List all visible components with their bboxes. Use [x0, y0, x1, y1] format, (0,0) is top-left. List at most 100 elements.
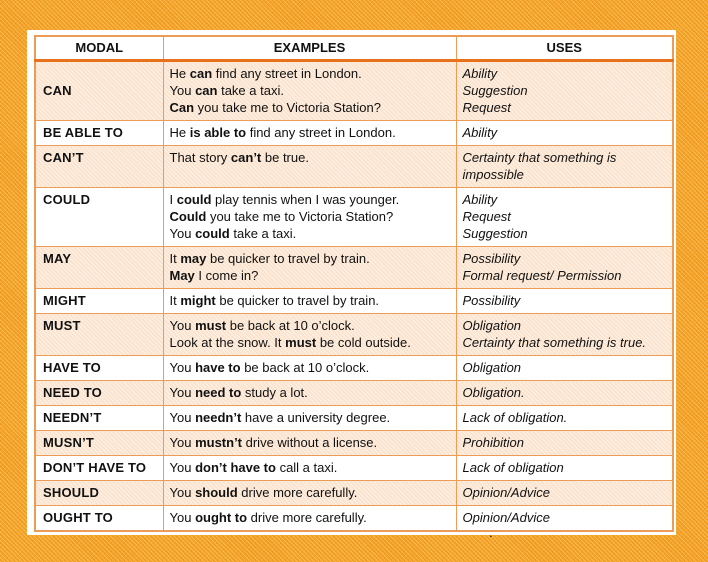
- modal-cell: MAY: [34, 246, 164, 289]
- example-line: You don’t have to call a taxi.: [169, 460, 338, 475]
- table-row: BE ABLE TO He is able to find any street …: [34, 120, 674, 146]
- modal-cell: HAVE TO: [34, 355, 164, 381]
- modal-cell: NEEDN’T: [34, 405, 164, 431]
- use-line: Suggestion: [462, 83, 528, 98]
- uses-cell: Lack of obligation.: [455, 405, 674, 431]
- use-line: Request: [462, 100, 511, 115]
- use-line: Lack of obligation: [462, 460, 564, 475]
- use-line: Ability: [462, 125, 498, 140]
- use-line: Ability: [462, 66, 498, 81]
- modal-cell: NEED TO: [34, 380, 164, 406]
- example-line: You ought to drive more carefully.: [169, 510, 367, 525]
- use-line: Ability: [462, 192, 498, 207]
- table-row: SHOULD You should drive more carefully. Op…: [34, 480, 674, 506]
- examples-cell: You need to study a lot.: [162, 380, 457, 406]
- example-line: He can find any street in London.: [169, 66, 362, 81]
- header-row: MODAL EXAMPLES USES: [34, 35, 674, 62]
- example-line: I could play tennis when I was younger.: [169, 192, 400, 207]
- examples-cell: You must be back at 10 o’clock. Look at t…: [162, 313, 457, 356]
- uses-cell: Ability Request Suggestion: [455, 187, 674, 247]
- example-line: He is able to find any street in London.: [169, 125, 396, 140]
- header-examples: EXAMPLES: [162, 35, 457, 62]
- uses-cell: Obligation: [455, 355, 674, 381]
- modal-cell: OUGHT TO: [34, 505, 164, 532]
- uses-cell: Opinion/Advice: [455, 505, 674, 532]
- examples-cell: He is able to find any street in London.: [162, 120, 457, 146]
- example-line: You could take a taxi.: [169, 226, 297, 241]
- use-line: Certainty that something is impossible: [462, 150, 617, 182]
- example-line: You must be back at 10 o’clock.: [169, 318, 355, 333]
- example-line: Can you take me to Victoria Station?: [169, 100, 381, 115]
- stray-period-mark: .: [489, 525, 493, 540]
- example-line: Could you take me to Victoria Station?: [169, 209, 394, 224]
- example-line: It might be quicker to travel by train.: [169, 293, 380, 308]
- example-line: You have to be back at 10 o’clock.: [169, 360, 370, 375]
- example-line: It may be quicker to travel by train.: [169, 251, 370, 266]
- use-line: Certainty that something is true.: [462, 335, 647, 350]
- examples-cell: You ought to drive more carefully.: [162, 505, 457, 532]
- use-line: Request: [462, 209, 511, 224]
- uses-cell: Prohibition: [455, 430, 674, 456]
- uses-cell: Obligation Certainty that something is tr…: [455, 313, 674, 356]
- modal-cell: MUSN’T: [34, 430, 164, 456]
- examples-cell: He can find any street in London. You can…: [162, 60, 457, 121]
- table-row: OUGHT TO You ought to drive more carefull…: [34, 505, 674, 532]
- example-line: That story can’t be true.: [169, 150, 309, 165]
- uses-cell: Lack of obligation: [455, 455, 674, 481]
- use-line: Lack of obligation.: [462, 410, 568, 425]
- use-line: Possibility: [462, 293, 521, 308]
- table-row: DON’T HAVE TO You don’t have to call a ta…: [34, 455, 674, 481]
- modal-cell: MUST: [34, 313, 164, 356]
- examples-cell: I could play tennis when I was younger. C…: [162, 187, 457, 247]
- examples-cell: You mustn’t drive without a license.: [162, 430, 457, 456]
- table-row: NEED TO You need to study a lot. Obligatio…: [34, 380, 674, 406]
- use-line: Obligation: [462, 318, 522, 333]
- examples-cell: You have to be back at 10 o’clock.: [162, 355, 457, 381]
- use-line: Possibility: [462, 251, 521, 266]
- uses-cell: Possibility Formal request/ Permission: [455, 246, 674, 289]
- use-line: Opinion/Advice: [462, 510, 550, 525]
- table-body: CAN He can find any street in London. You …: [34, 60, 674, 532]
- use-line: Opinion/Advice: [462, 485, 550, 500]
- uses-cell: Possibility: [455, 288, 674, 314]
- examples-cell: You don’t have to call a taxi.: [162, 455, 457, 481]
- examples-cell: It may be quicker to travel by train. May…: [162, 246, 457, 289]
- table-row: CAN’T That story can’t be true. Certainty …: [34, 145, 674, 188]
- table-header: MODAL EXAMPLES USES: [34, 35, 674, 62]
- example-line: You mustn’t drive without a license.: [169, 435, 378, 450]
- modal-cell: CAN’T: [34, 145, 164, 188]
- modal-cell: COULD: [34, 187, 164, 247]
- table-row: COULD I could play tennis when I was youn…: [34, 187, 674, 247]
- header-modal: MODAL: [34, 35, 164, 62]
- table-row: NEEDN’T You needn’t have a university deg…: [34, 405, 674, 431]
- examples-cell: It might be quicker to travel by train.: [162, 288, 457, 314]
- table-panel: MODAL EXAMPLES USES CAN He can find any s…: [27, 30, 676, 540]
- table-row: MIGHT It might be quicker to travel by tr…: [34, 288, 674, 314]
- examples-cell: You should drive more carefully.: [162, 480, 457, 506]
- uses-cell: Ability: [455, 120, 674, 146]
- modal-cell: BE ABLE TO: [34, 120, 164, 146]
- uses-cell: Ability Suggestion Request: [455, 60, 674, 121]
- table-row: MUSN’T You mustn’t drive without a licens…: [34, 430, 674, 456]
- uses-cell: Certainty that something is impossible: [455, 145, 674, 188]
- examples-cell: You needn’t have a university degree.: [162, 405, 457, 431]
- header-uses: USES: [455, 35, 674, 62]
- example-line: You needn’t have a university degree.: [169, 410, 391, 425]
- table-row: MUST You must be back at 10 o’clock. Look …: [34, 313, 674, 356]
- use-line: Obligation: [462, 360, 522, 375]
- modal-cell: CAN: [34, 60, 164, 121]
- example-line: May I come in?: [169, 268, 259, 283]
- example-line: You can take a taxi.: [169, 83, 284, 98]
- modal-cell: MIGHT: [34, 288, 164, 314]
- example-line: You should drive more carefully.: [169, 485, 358, 500]
- modal-cell: DON’T HAVE TO: [34, 455, 164, 481]
- examples-cell: That story can’t be true.: [162, 145, 457, 188]
- table-row: MAY It may be quicker to travel by train.…: [34, 246, 674, 289]
- use-line: Formal request/ Permission: [462, 268, 622, 283]
- example-line: You need to study a lot.: [169, 385, 308, 400]
- use-line: Prohibition: [462, 435, 524, 450]
- uses-cell: Obligation.: [455, 380, 674, 406]
- use-line: Obligation.: [462, 385, 525, 400]
- table-row: CAN He can find any street in London. You …: [34, 60, 674, 121]
